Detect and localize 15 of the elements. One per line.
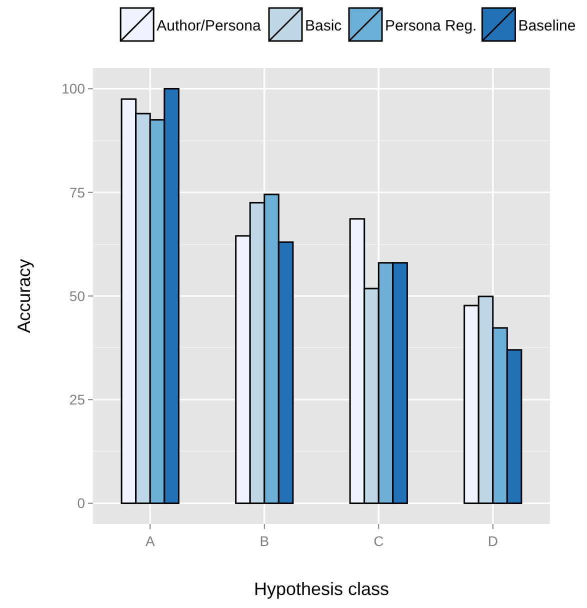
x-tick-label: B [260,533,270,549]
legend-label: Author/Persona [156,17,262,34]
x-tick-label: C [374,533,384,549]
legend-label: Baseline [518,17,576,34]
x-axis-title: Hypothesis class [254,579,390,599]
legend-label: Persona Reg. [385,17,477,34]
y-tick-label: 0 [77,495,86,512]
y-tick-label: 100 [62,80,86,97]
y-tick-label: 25 [69,392,86,408]
y-tick-label: 50 [69,288,86,304]
x-tick-label: D [488,533,498,549]
x-tick-label: A [145,533,156,549]
y-axis-title: Accuracy [14,258,34,334]
y-tick-label: 75 [69,184,86,200]
legend-label: Basic [305,17,342,34]
